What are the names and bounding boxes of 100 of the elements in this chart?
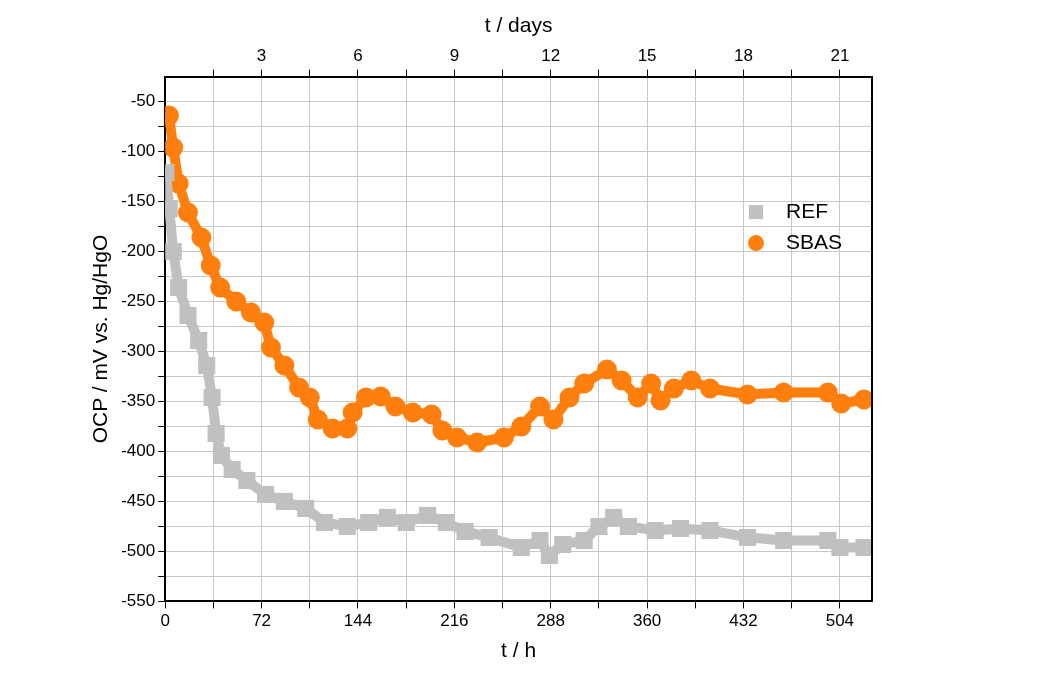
- point: [226, 291, 247, 312]
- x2-tick-label: 9: [449, 46, 460, 66]
- x2-tick-label: 12: [541, 46, 561, 66]
- point: [672, 519, 690, 537]
- point: [297, 499, 315, 517]
- point: [737, 384, 758, 405]
- x-tick-label: 0: [160, 611, 170, 631]
- x-tick-label: 216: [440, 611, 469, 631]
- y-tick-label: -450: [121, 491, 156, 511]
- point: [493, 427, 514, 448]
- point: [254, 312, 275, 333]
- y-axis-title: OCP / mV vs. Hg/HgO: [88, 234, 112, 444]
- point: [559, 387, 580, 408]
- y-tick-label: -150: [121, 191, 156, 211]
- point: [554, 535, 572, 553]
- point: [855, 538, 872, 556]
- point: [402, 402, 423, 423]
- y-tick-label: -50: [130, 91, 156, 111]
- point: [511, 416, 532, 437]
- point: [240, 302, 261, 323]
- x-tick-label: 504: [825, 611, 855, 631]
- point: [701, 521, 719, 539]
- point: [531, 531, 549, 549]
- x2-tick-label: 15: [637, 46, 657, 66]
- point: [432, 420, 453, 441]
- point: [356, 387, 377, 408]
- point: [831, 393, 852, 414]
- y-tick-label: -200: [121, 241, 156, 261]
- point: [605, 508, 623, 526]
- point: [596, 359, 617, 380]
- point: [700, 378, 721, 399]
- x-tick-label: 432: [729, 611, 758, 631]
- point: [165, 137, 184, 158]
- point: [397, 513, 415, 531]
- point: [437, 513, 455, 531]
- point: [177, 202, 198, 223]
- point: [681, 370, 702, 391]
- point: [378, 508, 396, 526]
- point: [198, 356, 216, 375]
- x2-axis-title: t / days: [484, 13, 553, 37]
- y-tick-label: -550: [121, 591, 156, 611]
- point: [289, 377, 310, 398]
- point: [650, 390, 671, 411]
- point: [831, 538, 849, 556]
- y-tick-label: -250: [121, 291, 156, 311]
- legend-label: REF: [785, 198, 828, 222]
- point: [646, 521, 664, 539]
- point: [299, 387, 320, 408]
- point: [322, 418, 343, 439]
- point: [530, 396, 551, 417]
- point: [575, 531, 593, 549]
- point: [338, 517, 356, 535]
- point: [223, 460, 241, 478]
- y-tick-label: -500: [121, 541, 156, 561]
- x-tick-label: 72: [252, 611, 272, 631]
- point: [315, 513, 334, 531]
- point: [421, 404, 442, 425]
- point: [342, 402, 363, 423]
- point: [773, 382, 794, 403]
- point: [819, 531, 837, 549]
- point: [170, 278, 188, 297]
- x2-tick-label: 21: [830, 46, 850, 66]
- x2-tick-label: 3: [256, 46, 267, 66]
- legend-label: SBAS: [785, 229, 842, 253]
- point: [200, 255, 221, 276]
- x-axis-title: t / h: [501, 638, 537, 662]
- point: [775, 531, 793, 549]
- point: [611, 370, 632, 391]
- x2-tick-label: 18: [734, 46, 753, 66]
- point: [207, 424, 225, 442]
- point: [370, 386, 391, 407]
- x2-tick-label: 6: [353, 46, 363, 66]
- point: [257, 485, 275, 503]
- point: [203, 388, 221, 407]
- point: [641, 373, 662, 394]
- point: [590, 517, 608, 535]
- point: [275, 492, 293, 510]
- point: [574, 373, 595, 394]
- x-tick-label: 288: [536, 611, 565, 631]
- point: [165, 243, 182, 261]
- point: [512, 538, 530, 556]
- point: [853, 389, 872, 410]
- point: [480, 528, 498, 546]
- point: [540, 546, 558, 564]
- point: [627, 387, 648, 408]
- point: [274, 355, 295, 376]
- point: [619, 517, 637, 535]
- point: [190, 331, 208, 350]
- point: [543, 409, 564, 430]
- x-tick-label: 144: [343, 611, 373, 631]
- y-tick-label: -400: [121, 441, 156, 461]
- point: [419, 506, 437, 524]
- point: [447, 427, 468, 448]
- point: [663, 378, 684, 399]
- point: [238, 471, 256, 489]
- point: [467, 432, 488, 453]
- y-tick-label: -350: [121, 391, 156, 411]
- y-tick-label: -100: [121, 141, 156, 161]
- point: [212, 446, 230, 464]
- point: [360, 513, 378, 531]
